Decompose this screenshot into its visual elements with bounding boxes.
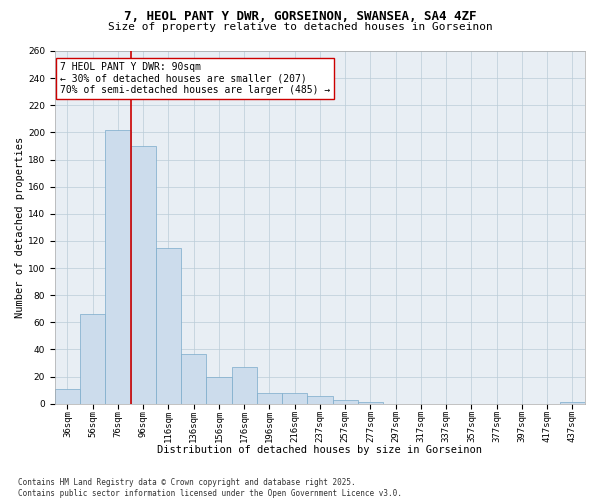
Bar (282, 393, 307, 404)
Bar (131, 146, 156, 404)
Text: Contains HM Land Registry data © Crown copyright and database right 2025.
Contai: Contains HM Land Registry data © Crown c… (18, 478, 402, 498)
Bar (206, 376, 232, 404)
Bar (232, 367, 257, 404)
Text: 7 HEOL PANT Y DWR: 90sqm
← 30% of detached houses are smaller (207)
70% of semi-: 7 HEOL PANT Y DWR: 90sqm ← 30% of detach… (60, 62, 331, 95)
Y-axis label: Number of detached properties: Number of detached properties (15, 136, 25, 318)
Bar (257, 393, 282, 404)
Bar (332, 400, 358, 404)
Bar (55, 389, 80, 404)
Text: Size of property relative to detached houses in Gorseinon: Size of property relative to detached ho… (107, 22, 493, 32)
Bar (560, 402, 585, 404)
Bar (358, 402, 383, 404)
Text: 7, HEOL PANT Y DWR, GORSEINON, SWANSEA, SA4 4ZF: 7, HEOL PANT Y DWR, GORSEINON, SWANSEA, … (124, 10, 476, 23)
Bar (307, 396, 332, 404)
Bar (80, 314, 105, 404)
Bar (105, 130, 131, 404)
X-axis label: Distribution of detached houses by size in Gorseinon: Distribution of detached houses by size … (157, 445, 482, 455)
Bar (181, 354, 206, 404)
Bar (156, 248, 181, 404)
